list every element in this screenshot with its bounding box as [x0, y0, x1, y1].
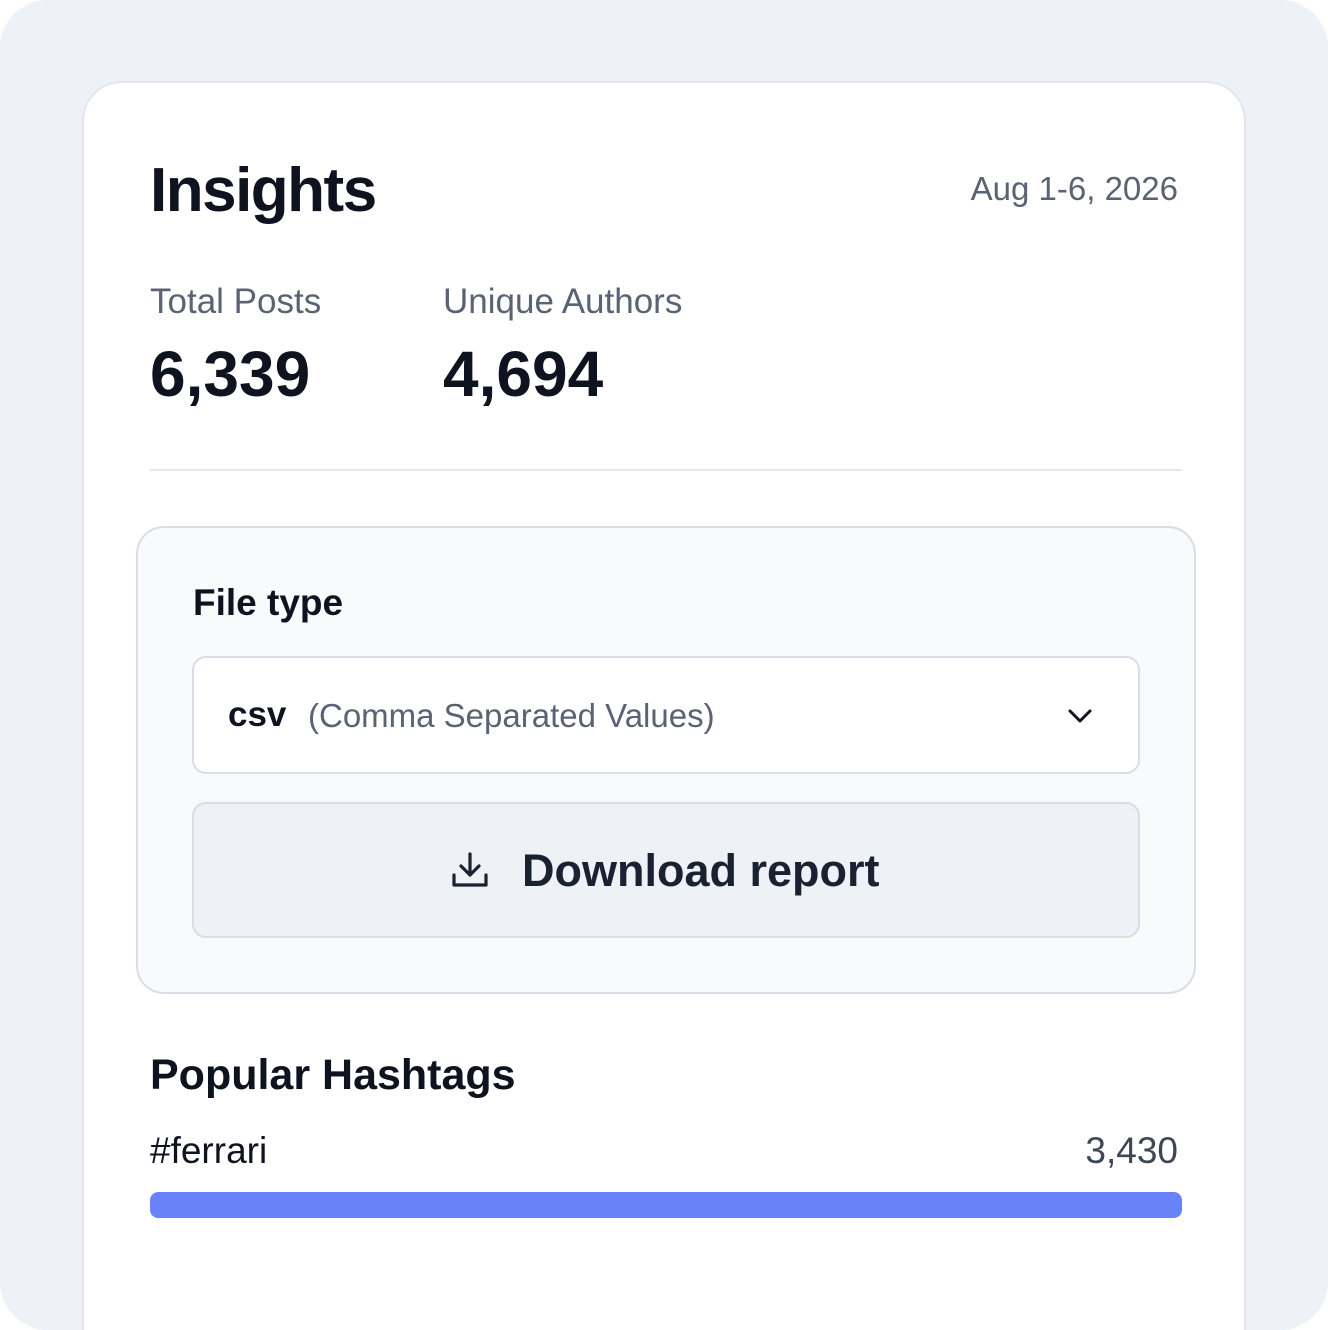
divider	[150, 469, 1182, 471]
insights-card: Insights Aug 1-6, 2026 Total Posts 6,339…	[82, 81, 1246, 1330]
chevron-down-icon	[1068, 709, 1092, 723]
page-title: Insights	[150, 156, 377, 225]
hashtag-bar-fill	[150, 1192, 1182, 1218]
export-panel: File type csv (Comma Separated Values) D…	[136, 526, 1196, 994]
file-type-description: (Comma Separated Values)	[308, 697, 715, 734]
stat-label: Total Posts	[150, 282, 322, 321]
file-type-select[interactable]: csv (Comma Separated Values)	[192, 656, 1140, 774]
download-report-button[interactable]: Download report	[192, 802, 1140, 938]
stat-unique-authors: Unique Authors 4,694	[443, 281, 682, 409]
stat-value: 4,694	[443, 338, 604, 410]
stat-label: Unique Authors	[443, 282, 683, 321]
file-type-label: File type	[193, 582, 344, 623]
hashtag-name: #ferrari	[150, 1130, 268, 1171]
hashtag-bar-track	[150, 1192, 1182, 1218]
hashtag-count: 3,430	[1085, 1130, 1178, 1171]
download-report-label: Download report	[522, 845, 880, 896]
file-type-code: csv	[228, 695, 287, 734]
stat-total-posts: Total Posts 6,339	[150, 281, 321, 409]
popular-hashtags-title: Popular Hashtags	[150, 1051, 516, 1099]
stat-value: 6,339	[150, 338, 311, 410]
date-range: Aug 1-6, 2026	[970, 170, 1178, 207]
download-icon	[452, 852, 488, 887]
